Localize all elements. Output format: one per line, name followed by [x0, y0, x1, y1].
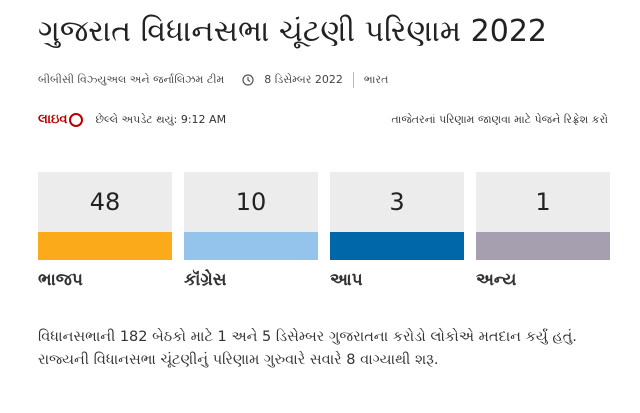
location: ભારત: [363, 73, 389, 86]
party-color-bar: [330, 232, 464, 260]
seat-count: 10: [184, 172, 318, 232]
live-icon: [69, 112, 84, 127]
party-name: અન્ય: [476, 270, 517, 290]
party-name: આપ: [330, 270, 363, 290]
party-color-bar: [184, 232, 318, 260]
party-card: 10 કૉંગ્રેસ: [184, 172, 318, 290]
seat-count: 48: [38, 172, 172, 232]
party-name: ભાજપ: [38, 270, 83, 290]
party-color-bar: [476, 232, 610, 260]
last-updated: છેલ્લે અપડેટ થયું: 9:12 AM: [95, 112, 227, 126]
seat-count: 1: [476, 172, 610, 232]
page-title: ગુજરાત વિધાનસભા ચૂંટણી પરિણામ 2022: [38, 14, 547, 49]
party-name: કૉંગ્રેસ: [184, 270, 227, 290]
divider: [352, 72, 354, 88]
meta-row: બીબીસી વિઝ્યુઅલ અને જર્નાલિઝમ ટીમ 8 ડિસે…: [38, 72, 388, 88]
live-label: લાઇવ: [38, 112, 68, 127]
byline: બીબીસી વિઝ્યુઅલ અને જર્નાલિઝમ ટીમ: [38, 73, 225, 86]
results: 48 ભાજપ 10 કૉંગ્રેસ 3 આપ 1 અન્ય: [38, 172, 610, 290]
clock-icon: [242, 74, 254, 86]
party-card: 1 અન્ય: [476, 172, 610, 290]
status-row: લાઇવ છેલ્લે અપડેટ થયું: 9:12 AM તાજેતરના…: [38, 112, 608, 127]
party-color-bar: [38, 232, 172, 260]
summary: વિધાનસભાની 182 બેઠકો માટે 1 અને 5 ડિસેમ્…: [38, 329, 577, 368]
seat-count: 3: [330, 172, 464, 232]
party-card: 48 ભાજપ: [38, 172, 172, 290]
date: 8 ડિસેમ્બર 2022: [264, 73, 343, 86]
party-card: 3 આપ: [330, 172, 464, 290]
refresh-note: તાજેતરનાં પરિણામ જાણવા માટે પેજને રિફ્રે…: [391, 112, 608, 126]
